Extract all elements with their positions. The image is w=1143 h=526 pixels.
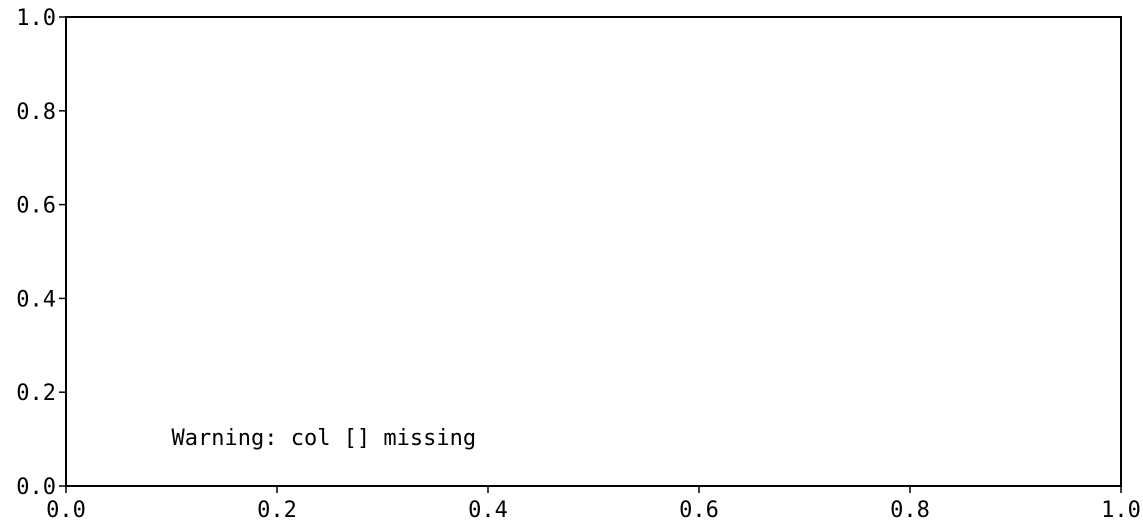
plot-area (65, 16, 1122, 487)
x-axis: 0.0 0.2 0.4 0.6 0.8 1.0 (46, 486, 1141, 523)
y-axis: 0.0 0.2 0.4 0.6 0.8 1.0 (16, 6, 66, 500)
warning-annotation: Warning: col [] missing (172, 426, 477, 451)
x-tick-label: 0.8 (890, 498, 930, 523)
x-tick-label: 0.0 (46, 498, 86, 523)
y-tick-label: 0.2 (16, 381, 56, 406)
x-tick-label: 0.4 (468, 498, 508, 523)
x-tick-label: 0.2 (257, 498, 297, 523)
y-tick-label: 0.4 (16, 287, 56, 312)
x-tick-label: 1.0 (1101, 498, 1141, 523)
y-tick-label: 0.6 (16, 194, 56, 219)
annotations: Warning: col [] missing (172, 426, 477, 451)
y-tick-label: 0.8 (16, 100, 56, 125)
x-tick-label: 0.6 (679, 498, 719, 523)
y-tick-label: 1.0 (16, 6, 56, 31)
y-tick-label: 0.0 (16, 475, 56, 500)
